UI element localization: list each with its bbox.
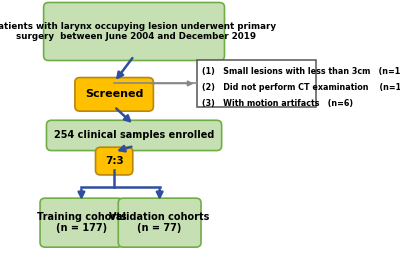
Text: (2)   Did not perform CT examination    (n=14): (2) Did not perform CT examination (n=14… — [202, 83, 400, 92]
Text: (3)   With motion artifacts   (n=6): (3) With motion artifacts (n=6) — [202, 99, 353, 108]
FancyBboxPatch shape — [44, 3, 224, 60]
FancyBboxPatch shape — [40, 198, 123, 247]
Text: Screened: Screened — [85, 89, 143, 99]
Text: 7:3: 7:3 — [105, 156, 124, 166]
Text: Training cohorts
(n = 177): Training cohorts (n = 177) — [37, 212, 126, 233]
Text: (1)   Small lesions with less than 3cm   (n=17): (1) Small lesions with less than 3cm (n=… — [202, 67, 400, 76]
FancyBboxPatch shape — [197, 60, 316, 107]
Text: 254 clinical samples enrolled: 254 clinical samples enrolled — [54, 130, 214, 140]
FancyBboxPatch shape — [118, 198, 201, 247]
FancyBboxPatch shape — [96, 147, 133, 175]
FancyBboxPatch shape — [46, 120, 222, 151]
Text: Patients with larynx occupying lesion underwent primary
 surgery  between June 2: Patients with larynx occupying lesion un… — [0, 22, 276, 41]
FancyBboxPatch shape — [75, 78, 153, 111]
Text: Validation cohorts
(n = 77): Validation cohorts (n = 77) — [110, 212, 210, 233]
